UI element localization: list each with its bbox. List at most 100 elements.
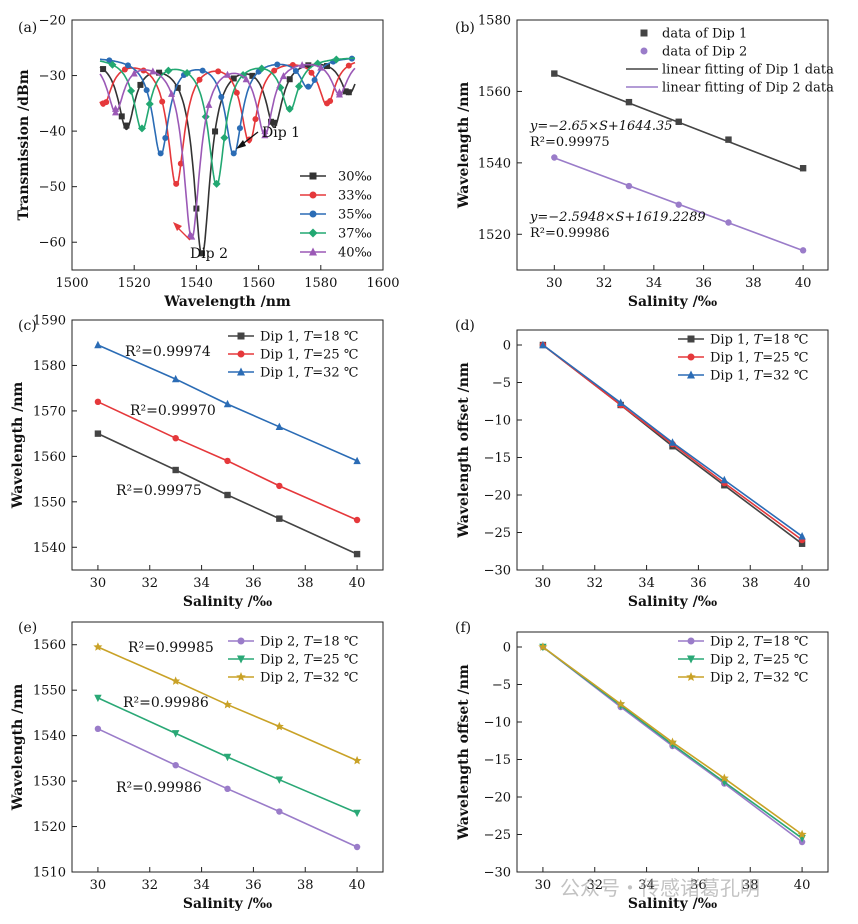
- x-tick-label: 36: [245, 576, 262, 591]
- data-point: [539, 340, 547, 349]
- x-tick-label: 1560: [242, 276, 275, 291]
- y-tick-label: 1560: [33, 638, 66, 653]
- dip-marker: [335, 88, 343, 96]
- y-tick-label: −60: [39, 236, 66, 251]
- fit-equation: y=−2.5948×S+1619.2289: [529, 210, 706, 225]
- legend-label: 37‰: [338, 227, 372, 242]
- legend-marker: [687, 335, 695, 343]
- plot-frame: [71, 19, 384, 271]
- data-point: [725, 219, 732, 226]
- data-point: [668, 737, 677, 747]
- x-axis-label: Salinity /‰: [628, 294, 718, 310]
- x-tick-label: 40: [795, 276, 812, 291]
- data-point: [799, 247, 807, 254]
- x-tick-label: 1500: [55, 276, 88, 291]
- data-point: [353, 456, 361, 465]
- data-point: [352, 755, 362, 765]
- x-tick-label: 30: [546, 276, 563, 291]
- data-point: [276, 515, 283, 522]
- spectrum-marker: [342, 88, 349, 95]
- data-point: [798, 540, 806, 547]
- x-tick-label: 30: [90, 878, 107, 893]
- spectrum-marker: [252, 116, 259, 123]
- legend-label: Dip 2, T=18 ℃: [260, 635, 358, 650]
- x-tick-label: 38: [742, 576, 759, 591]
- r2-annotation: R²=0.99974: [125, 344, 211, 360]
- legend-label: Dip 1, T=25 ℃: [260, 348, 358, 363]
- spectrum-marker: [268, 118, 275, 125]
- spectrum-marker: [183, 68, 192, 77]
- data-point: [551, 70, 558, 77]
- r2-annotation: R²=0.99970: [130, 403, 216, 419]
- legend-marker: [687, 637, 695, 645]
- legend-marker: [640, 29, 648, 37]
- legend-label: Dip 1, T=32 ℃: [710, 369, 808, 384]
- spectrum-marker: [164, 66, 173, 75]
- x-axis-label: Salinity /‰: [628, 594, 718, 610]
- legend-label: Dip 2, T=32 ℃: [260, 671, 358, 686]
- legend-label: data of Dip 1: [662, 27, 747, 42]
- spectrum-marker: [177, 160, 184, 167]
- spectrum-marker: [106, 57, 113, 64]
- data-point: [353, 809, 361, 818]
- x-tick-label: 36: [690, 576, 707, 591]
- spectrum-marker: [159, 98, 166, 105]
- y-tick-label: 1510: [33, 866, 66, 881]
- x-tick-label: 32: [586, 576, 603, 591]
- legend-marker: [309, 247, 317, 256]
- y-tick-label: 1520: [478, 228, 511, 243]
- data-point: [797, 829, 807, 839]
- legend-label: Dip 1, T=18 ℃: [260, 330, 358, 345]
- legend-marker: [309, 172, 317, 180]
- legend-label: Dip 2, T=18 ℃: [710, 635, 808, 650]
- y-axis-label: Wavelength /nm: [10, 684, 26, 812]
- fit-equation: y=−2.65×S+1644.35: [529, 119, 673, 134]
- panel-b: 30 32 34 36 38 40 1520 1540 1560 1580 Salinity /‰ W…: [455, 14, 834, 311]
- dip-marker: [305, 83, 312, 90]
- y-axis-label: Wavelength /nm: [456, 82, 472, 210]
- data-point: [353, 516, 361, 524]
- data-point: [798, 532, 806, 540]
- spectrum-marker: [118, 113, 125, 120]
- plot-area: [99, 55, 356, 257]
- x-axis-label: Wavelength /nm: [163, 294, 291, 310]
- y-tick-label: 0: [503, 641, 511, 656]
- spectrum-marker: [218, 93, 225, 100]
- spectrum-marker: [162, 134, 169, 141]
- legend-marker: [640, 47, 648, 55]
- y-tick-label: 1530: [33, 775, 66, 790]
- spectrum-marker: [127, 86, 136, 95]
- spectrum-marker: [145, 99, 154, 108]
- data-point: [172, 466, 179, 474]
- y-tick-label: 1540: [478, 156, 511, 171]
- data-point: [94, 398, 102, 406]
- spectrum-marker: [100, 66, 107, 73]
- x-tick-label: 1540: [180, 276, 213, 291]
- data-point: [725, 136, 732, 143]
- legend-label: 30‰: [338, 170, 372, 185]
- spectrum-marker: [149, 67, 157, 75]
- data-point: [675, 201, 682, 208]
- data-point: [616, 699, 626, 708]
- legend-marker: [309, 210, 317, 218]
- spectrum-marker: [124, 62, 131, 69]
- data-point: [172, 434, 179, 442]
- spectrum-line: [100, 57, 356, 155]
- legend-label: Dip 2, T=25 ℃: [710, 653, 808, 668]
- spectrum-marker: [332, 55, 341, 64]
- dip-marker: [112, 104, 120, 112]
- y-tick-label: −50: [39, 180, 66, 195]
- panel-a: 1500 1520 1540 1560 1580 1600 −20 −30 −40 −50 −60 W…: [16, 14, 400, 311]
- y-tick-label: −40: [39, 125, 66, 140]
- y-tick-label: −5: [492, 376, 511, 391]
- x-tick-label: 40: [794, 576, 811, 591]
- spectrum-marker: [271, 67, 278, 74]
- dip2-label: Dip 2: [190, 246, 228, 262]
- y-tick-label: −5: [492, 678, 511, 693]
- y-tick-label: 1540: [33, 541, 66, 556]
- x-tick-label: 30: [535, 878, 552, 893]
- dip-marker: [261, 127, 269, 135]
- x-tick-label: 36: [695, 276, 712, 291]
- spectrum-marker: [274, 61, 281, 68]
- panel-label: (a): [18, 20, 37, 36]
